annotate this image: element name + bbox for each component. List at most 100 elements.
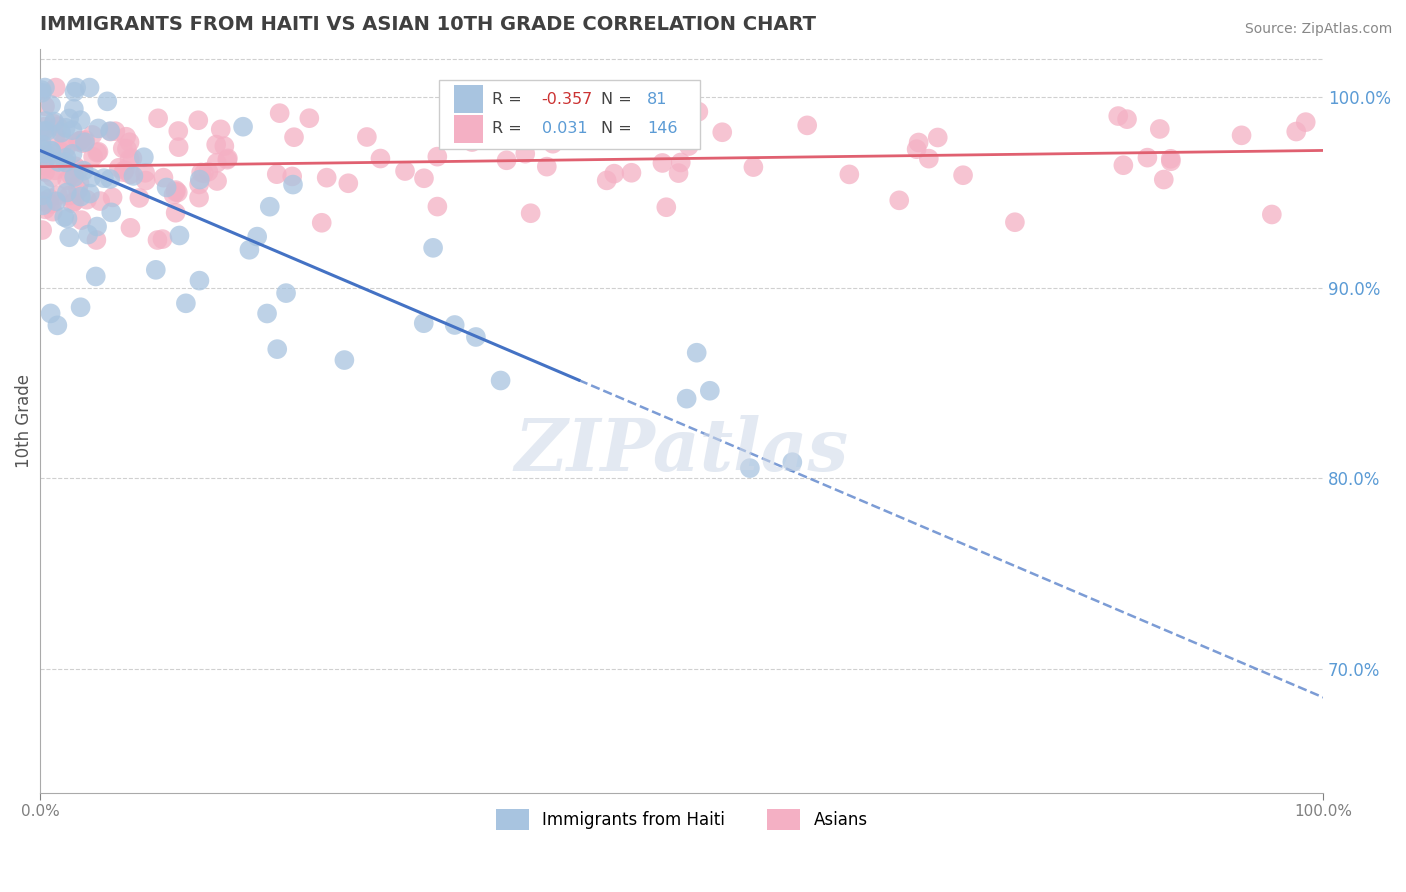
- Point: [675, 392, 697, 406]
- FancyBboxPatch shape: [454, 115, 482, 143]
- Point: [678, 139, 700, 153]
- Y-axis label: 10th Grade: 10th Grade: [15, 374, 32, 468]
- Point: [69, 176, 91, 190]
- Point: [70, 213, 93, 227]
- Point: [120, 167, 142, 181]
- Point: [75, 133, 97, 147]
- Point: [45, 194, 67, 209]
- Point: [688, 104, 710, 119]
- Point: [60, 196, 83, 211]
- Text: R =: R =: [492, 121, 526, 136]
- Point: [114, 163, 136, 178]
- Point: [217, 153, 239, 167]
- Point: [62, 167, 84, 181]
- Point: [63, 169, 86, 184]
- Point: [46, 318, 69, 333]
- Text: N =: N =: [600, 92, 637, 107]
- Point: [84, 269, 107, 284]
- Point: [668, 166, 690, 180]
- Text: N =: N =: [600, 121, 637, 136]
- Point: [1230, 128, 1253, 143]
- Point: [152, 232, 174, 246]
- Point: [146, 233, 169, 247]
- Point: [55, 142, 77, 156]
- Point: [655, 200, 678, 214]
- Point: [31, 140, 53, 154]
- Point: [259, 200, 281, 214]
- Point: [269, 106, 291, 120]
- Point: [217, 152, 239, 166]
- Point: [1136, 151, 1159, 165]
- Point: [56, 211, 79, 226]
- Point: [31, 194, 53, 209]
- Point: [59, 169, 82, 183]
- Text: Source: ZipAtlas.com: Source: ZipAtlas.com: [1244, 22, 1392, 37]
- Point: [32, 124, 55, 138]
- Point: [927, 130, 949, 145]
- Point: [42, 117, 65, 131]
- Point: [87, 145, 110, 159]
- Point: [1116, 112, 1139, 127]
- Point: [45, 80, 67, 95]
- Text: -0.357: -0.357: [541, 92, 593, 107]
- Point: [76, 193, 98, 207]
- Point: [39, 144, 62, 158]
- Point: [41, 170, 63, 185]
- Point: [34, 202, 56, 217]
- Point: [209, 122, 232, 136]
- Point: [519, 206, 541, 220]
- Point: [79, 80, 101, 95]
- Point: [58, 188, 80, 202]
- Text: 146: 146: [647, 121, 678, 136]
- Point: [426, 150, 449, 164]
- Point: [461, 135, 484, 149]
- Point: [82, 150, 104, 164]
- Point: [165, 185, 187, 199]
- Point: [86, 145, 108, 160]
- Point: [174, 296, 197, 310]
- Point: [101, 190, 124, 204]
- Point: [167, 124, 190, 138]
- Point: [89, 194, 111, 208]
- Point: [443, 318, 465, 332]
- Point: [651, 156, 673, 170]
- Point: [115, 142, 138, 156]
- Point: [188, 172, 211, 186]
- Point: [214, 139, 236, 153]
- Point: [464, 330, 486, 344]
- Point: [298, 111, 321, 125]
- Text: IMMIGRANTS FROM HAITI VS ASIAN 10TH GRADE CORRELATION CHART: IMMIGRANTS FROM HAITI VS ASIAN 10TH GRAD…: [39, 15, 815, 34]
- Point: [576, 95, 599, 110]
- Point: [686, 345, 709, 359]
- Point: [56, 186, 79, 200]
- Point: [669, 155, 692, 169]
- Point: [132, 150, 155, 164]
- Point: [356, 130, 378, 145]
- Point: [311, 216, 333, 230]
- Point: [666, 102, 689, 116]
- Point: [31, 137, 53, 152]
- Point: [34, 146, 56, 161]
- Point: [67, 162, 90, 177]
- Point: [905, 142, 928, 156]
- Point: [108, 161, 131, 175]
- Point: [60, 123, 83, 137]
- Point: [32, 120, 55, 134]
- Point: [152, 170, 174, 185]
- Point: [63, 102, 86, 116]
- Point: [58, 230, 80, 244]
- Point: [266, 167, 288, 181]
- Point: [122, 169, 145, 183]
- Point: [69, 300, 91, 314]
- Point: [121, 151, 143, 165]
- Point: [1285, 124, 1308, 138]
- Point: [266, 342, 288, 356]
- Point: [526, 110, 548, 124]
- FancyBboxPatch shape: [454, 85, 482, 113]
- Point: [70, 133, 93, 147]
- Point: [39, 98, 62, 112]
- Point: [188, 191, 211, 205]
- Point: [1160, 154, 1182, 169]
- Point: [98, 172, 121, 186]
- Point: [46, 120, 69, 134]
